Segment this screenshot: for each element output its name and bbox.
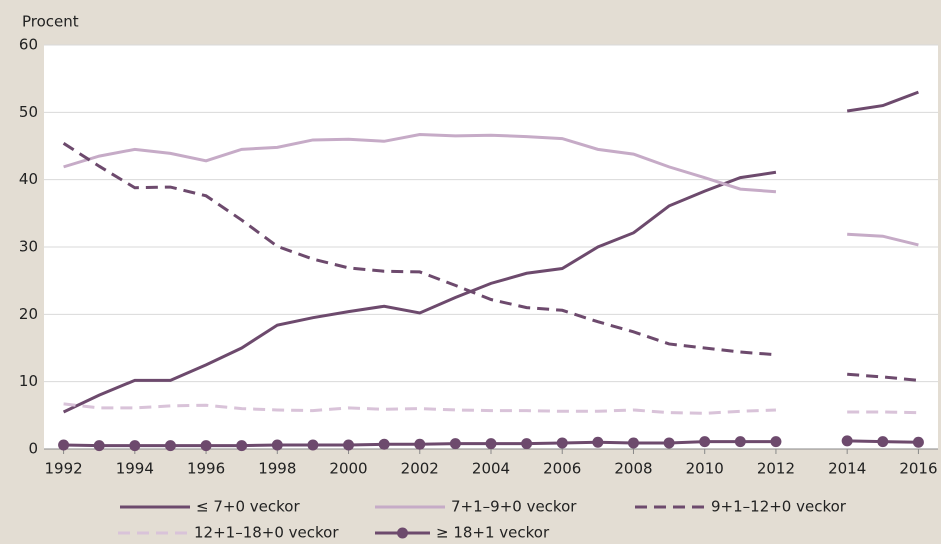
y-tick-label: 40 bbox=[19, 170, 38, 188]
series-line bbox=[63, 133, 919, 247]
point bbox=[343, 439, 355, 451]
point bbox=[93, 440, 105, 452]
point bbox=[236, 440, 248, 452]
legend-marker bbox=[397, 527, 408, 539]
point bbox=[307, 439, 319, 451]
legend-label: 12+1–18+0 veckor bbox=[194, 524, 339, 542]
x-tick-label: 2006 bbox=[543, 460, 581, 478]
point bbox=[841, 435, 853, 447]
x-tick-label: 2014 bbox=[828, 460, 866, 478]
point bbox=[200, 440, 212, 452]
x-tick-label: 1992 bbox=[44, 460, 82, 478]
legend-label: 9+1–12+0 veckor bbox=[711, 498, 847, 516]
series-line bbox=[62, 142, 919, 382]
point bbox=[592, 436, 604, 448]
point bbox=[734, 436, 746, 448]
legend-label: ≤ 7+0 veckor bbox=[196, 498, 300, 516]
point bbox=[877, 436, 889, 448]
legend-label: 7+1–9+0 veckor bbox=[451, 498, 577, 516]
x-tick-label: 1996 bbox=[187, 460, 225, 478]
point bbox=[699, 436, 711, 448]
x-tick-label: 2016 bbox=[899, 460, 937, 478]
y-tick-label: 10 bbox=[19, 372, 38, 390]
point bbox=[521, 438, 533, 450]
point bbox=[414, 438, 426, 450]
point bbox=[164, 440, 176, 452]
x-tick-label: 1994 bbox=[116, 460, 154, 478]
point bbox=[770, 436, 782, 448]
y-tick-label: 30 bbox=[19, 238, 38, 256]
point bbox=[271, 439, 283, 451]
point bbox=[449, 438, 461, 450]
series-line bbox=[62, 90, 919, 414]
y-tick-label: 20 bbox=[19, 305, 38, 323]
point bbox=[663, 437, 675, 449]
x-tick-label: 2012 bbox=[757, 460, 795, 478]
x-tick-label: 1998 bbox=[258, 460, 296, 478]
point bbox=[378, 438, 390, 450]
x-tick-label: 2004 bbox=[472, 460, 510, 478]
point bbox=[627, 437, 639, 449]
point bbox=[485, 438, 497, 450]
point bbox=[129, 440, 141, 452]
y-tick-label: 0 bbox=[28, 440, 38, 458]
y-axis-label: Procent bbox=[22, 13, 79, 31]
point bbox=[912, 436, 924, 448]
x-tick-label: 2010 bbox=[686, 460, 724, 478]
x-tick-label: 2000 bbox=[329, 460, 367, 478]
point bbox=[556, 437, 568, 449]
y-tick-label: 60 bbox=[19, 36, 38, 54]
x-tick-label: 2002 bbox=[401, 460, 439, 478]
x-tick-label: 2008 bbox=[614, 460, 652, 478]
y-tick-label: 50 bbox=[19, 103, 38, 121]
series-line bbox=[63, 402, 919, 415]
point bbox=[58, 439, 70, 451]
legend-label: ≥ 18+1 veckor bbox=[436, 524, 550, 542]
